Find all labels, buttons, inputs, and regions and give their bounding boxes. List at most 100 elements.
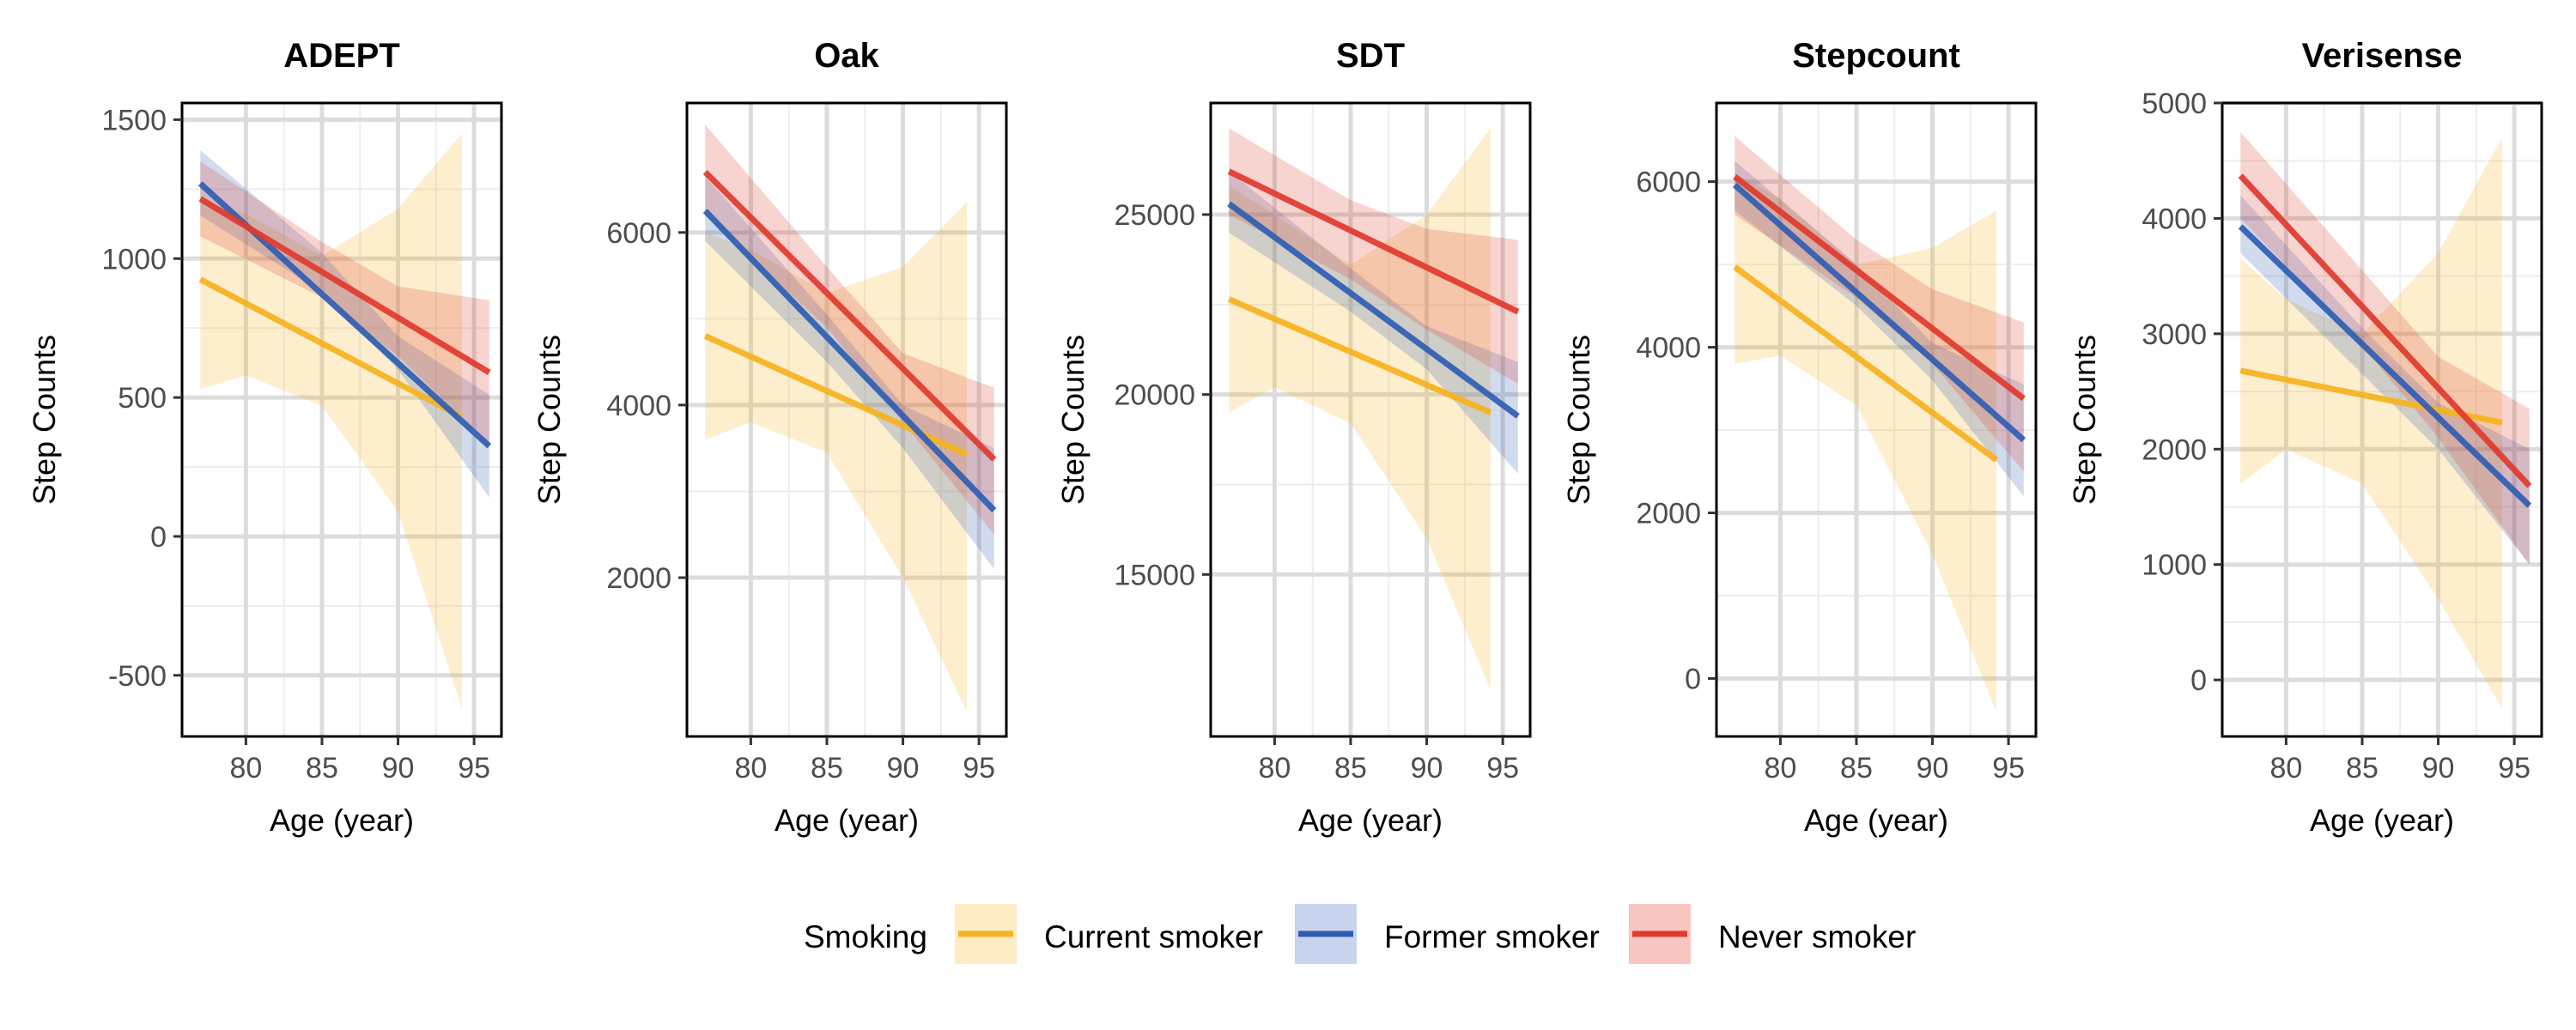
legend-item-current-smoker: Current smoker [955,904,1263,964]
y-axis-label: Step Counts [532,335,567,505]
y-axis-label: Step Counts [1561,335,1596,505]
ribbons [2240,131,2530,709]
panel-stepcount: 80 85 90 95 0 2000 4000 6000 Stepcount Age (year)… [1561,37,2038,838]
panel-oak: 80 85 90 95 2000 4000 6000 Oak Age (year) Step Co… [532,37,1008,838]
legend: Smoking Current smoker Former smoker Never … [804,904,1916,964]
line-current-smoker [1227,296,1492,415]
legend-item-label: Former smoker [1384,919,1600,954]
line-never-smoker [1733,174,2026,402]
panel-border [685,101,1008,738]
line-former-smoker [702,209,997,513]
ribbon-current-smoker [2240,137,2502,709]
x-tick-label: 80 [1258,752,1291,785]
series-lines [1732,174,2026,463]
x-tick-label: 80 [2269,752,2302,785]
x-tick-label: 80 [229,752,262,785]
y-tick-label: 1000 [2142,549,2207,582]
x-tick-label: 95 [963,752,995,785]
y-axis-label: Step Counts [1055,335,1091,505]
chart-panels: 80 85 90 95 -500 0 500 1000 1500 ADEPT Age (year) S… [27,37,2543,838]
y-tick-label: 2000 [1636,498,1701,530]
y-tick-label: 4000 [606,390,671,422]
legend-item-label: Never smoker [1718,919,1916,954]
x-tick-label: 90 [2422,752,2455,785]
x-axis-label: Age (year) [270,803,414,838]
legend-item-label: Current smoker [1044,919,1263,954]
x-axis-label: Age (year) [1298,803,1443,838]
ribbon-current-smoker [705,202,967,712]
panel-adept: 80 85 90 95 -500 0 500 1000 1500 ADEPT Age (year) S… [27,37,503,838]
ribbon-former-smoker [705,176,994,569]
legend-item-former-smoker: Former smoker [1295,904,1600,964]
line-former-smoker [1732,182,2026,443]
x-tick-label: 80 [1764,752,1796,785]
panel-verisense: 80 85 90 95 0 1000 2000 3000 4000 5000 Verisense Ag… [2067,37,2543,838]
panel-title: Oak [814,37,879,75]
y-tick-label: 0 [2190,664,2207,697]
y-tick-label: 6000 [1636,167,1701,199]
y-tick-label: 6000 [606,217,671,250]
panel-border [1715,101,2038,738]
y-tick-label: 2000 [2142,433,2207,466]
ribbons [1229,128,1518,690]
panel-border [1209,101,1532,738]
y-tick-label: 4000 [1636,332,1701,365]
ribbons [200,133,489,709]
series-lines [2238,173,2532,508]
x-tick-label: 90 [887,752,920,785]
y-tick-label: 20000 [1114,379,1195,412]
x-tick-label: 85 [306,752,338,785]
y-tick-label: 500 [118,382,167,415]
y-axis-label: Step Counts [27,335,62,505]
panel-sdt: 80 85 90 95 15000 20000 25000 SDT Age (year) Step… [1055,37,1532,838]
line-never-smoker [198,196,491,375]
x-tick-label: 95 [2498,752,2530,785]
y-tick-label: 1000 [101,243,167,276]
ribbon-current-smoker [1735,173,1996,712]
panel-title: SDT [1336,37,1405,75]
line-never-smoker [702,169,997,462]
series-lines [197,181,492,449]
ribbon-former-smoker [200,150,489,498]
legend-item-never-smoker: Never smoker [1629,904,1916,964]
series-lines [702,169,997,513]
y-tick-label: 25000 [1114,199,1195,232]
ribbon-never-smoker [1735,136,2024,472]
line-never-smoker [2238,173,2532,488]
line-current-smoker [198,276,464,420]
ribbon-former-smoker [2240,195,2530,565]
x-tick-label: 95 [1486,752,1519,785]
x-tick-label: 90 [382,752,415,785]
x-axis-label: Age (year) [775,803,919,838]
y-tick-label: 0 [1685,663,1701,695]
y-tick-label: 2000 [606,562,671,595]
line-former-smoker [1227,201,1520,419]
y-axis-label: Step Counts [2067,335,2102,505]
y-tick-label: 4000 [2142,203,2207,235]
line-never-smoker [1227,168,1520,315]
y-tick-label: 5000 [2142,88,2207,120]
legend-title: Smoking [804,919,927,954]
line-former-smoker [2238,224,2532,508]
x-tick-label: 85 [1334,752,1367,785]
panel-border [2221,101,2543,738]
x-axis-label: Age (year) [2310,803,2454,838]
y-tick-label: -500 [108,660,167,693]
panel-title: Stepcount [1792,37,1960,75]
ribbon-never-smoker [1229,128,1518,385]
series-lines [1227,168,1520,419]
x-tick-label: 85 [811,752,843,785]
x-tick-label: 90 [1917,752,1949,785]
x-tick-label: 95 [458,752,490,785]
ribbon-former-smoker [1229,171,1518,474]
ribbon-current-smoker [200,133,462,709]
ribbon-never-smoker [200,161,489,445]
panel-title: ADEPT [283,37,400,75]
y-tick-label: 15000 [1114,559,1195,591]
x-tick-label: 85 [1840,752,1873,785]
x-tick-label: 95 [1992,752,2025,785]
line-current-smoker [1733,264,1999,463]
ribbon-never-smoker [2240,131,2530,565]
x-tick-label: 80 [734,752,767,785]
